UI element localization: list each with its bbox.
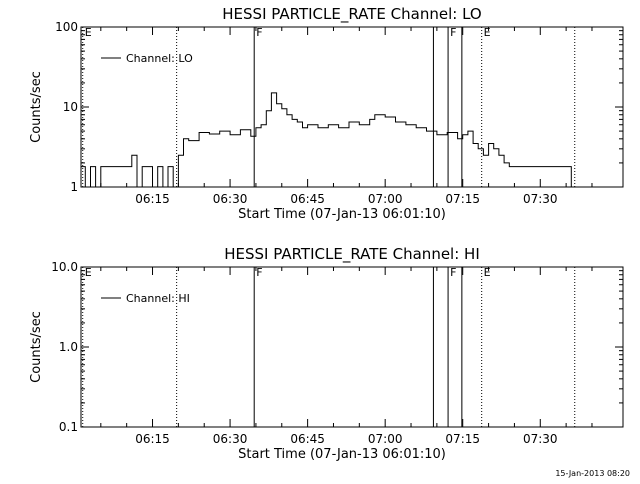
- event-marker-label: E: [85, 26, 92, 39]
- x-tick-label: 07:15: [445, 192, 480, 206]
- y-tick-label: 1: [70, 180, 78, 194]
- x-tick-label: 06:45: [290, 192, 325, 206]
- event-marker-label: F: [256, 26, 262, 39]
- x-tick-label: 06:30: [213, 432, 248, 446]
- y-tick-label: 0.1: [59, 420, 78, 434]
- y-tick-label: 10.0: [51, 260, 78, 274]
- y-axis-label: Counts/sec: [29, 71, 44, 143]
- event-marker-label: E: [484, 26, 491, 39]
- x-tick-label: 07:30: [523, 432, 558, 446]
- event-marker-label: F: [256, 266, 262, 279]
- event-marker-label: F: [450, 266, 456, 279]
- series-line-channel-lo: [81, 92, 577, 188]
- x-tick-label: 06:15: [135, 432, 170, 446]
- y-tick-label: 10: [63, 100, 78, 114]
- chart-panel-1: HESSI PARTICLE_RATE Channel: LO 06:15 06:3…: [29, 5, 624, 222]
- x-tick-label: 06:45: [290, 432, 325, 446]
- legend-label: Channel: LO: [126, 52, 193, 65]
- x-tick-label: 06:30: [213, 192, 248, 206]
- plot-frame: [80, 266, 624, 428]
- event-marker-label: F: [450, 26, 456, 39]
- x-axis-label: Start Time (07-Jan-13 06:01:10): [238, 207, 446, 222]
- x-tick-label: 06:15: [135, 192, 170, 206]
- chart-title: HESSI PARTICLE_RATE Channel: LO: [222, 5, 481, 24]
- event-marker-label: E: [484, 266, 491, 279]
- x-tick-label: 07:00: [368, 192, 403, 206]
- legend-label: Channel: HI: [126, 292, 190, 305]
- x-tick-label: 07:15: [445, 432, 480, 446]
- x-tick-label: 07:30: [523, 192, 558, 206]
- y-tick-label: 1.0: [59, 340, 78, 354]
- x-tick-label: 07:00: [368, 432, 403, 446]
- chart-panel-2: HESSI PARTICLE_RATE Channel: HI 06:15 06:3…: [29, 245, 624, 462]
- chart-title: HESSI PARTICLE_RATE Channel: HI: [224, 245, 480, 264]
- footer-timestamp: 15-Jan-2013 08:20: [555, 469, 630, 478]
- x-axis-label: Start Time (07-Jan-13 06:01:10): [238, 447, 446, 462]
- event-marker-label: E: [85, 266, 92, 279]
- y-axis-label: Counts/sec: [29, 311, 44, 383]
- y-tick-label: 100: [55, 20, 78, 34]
- plot-frame: [80, 26, 624, 188]
